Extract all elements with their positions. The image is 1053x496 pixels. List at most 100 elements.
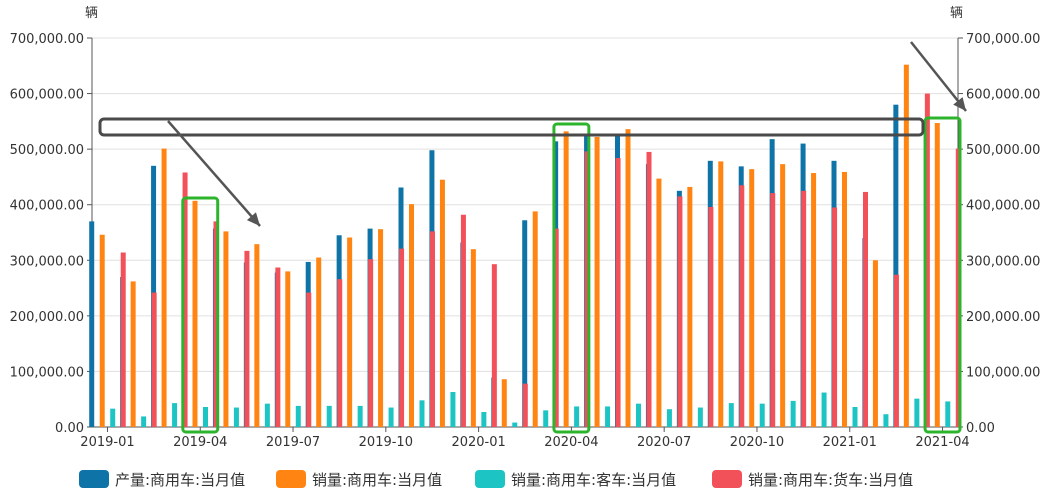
bar-2: [192, 200, 198, 427]
bar-4: [368, 259, 374, 427]
legend-label: 产量:商用车:当月值: [115, 470, 246, 489]
bar-2: [501, 379, 507, 427]
bar-2: [378, 229, 384, 427]
arrow-line: [910, 41, 967, 112]
bar-3: [295, 405, 301, 427]
left-unit-label: 辆: [85, 6, 98, 21]
bar-2: [470, 249, 476, 427]
bar-4: [615, 158, 621, 427]
bar-4: [182, 172, 188, 427]
legend-item[interactable]: 销量:商用车:当月值: [276, 466, 442, 492]
arrow-head: [246, 212, 260, 226]
bar-4: [213, 221, 219, 427]
bar-2: [780, 164, 786, 427]
bar-2: [934, 123, 940, 427]
bar-3: [574, 406, 580, 427]
bar-4: [306, 292, 312, 427]
bar-2: [903, 64, 909, 427]
highlight-box: [181, 196, 220, 434]
bar-2: [130, 281, 136, 427]
y-tick-label-left: 400,000.00: [10, 199, 84, 214]
bar-1: [522, 220, 528, 427]
bar-3: [388, 407, 394, 427]
highlight-box: [923, 116, 962, 434]
legend-swatch: [475, 470, 505, 488]
legend-item[interactable]: 销量:商用车:货车:当月值: [712, 466, 913, 492]
y-tick-label-left: 700,000.00: [10, 32, 84, 47]
bar-3: [790, 400, 796, 427]
threshold-box: [98, 117, 925, 137]
bar-2: [347, 237, 353, 427]
x-tick-label: 2019-10: [359, 435, 413, 450]
x-tick-label: 2021-01: [823, 435, 877, 450]
bar-4: [120, 252, 126, 427]
bar-2: [656, 178, 662, 427]
bar-3: [852, 406, 858, 427]
bar-1: [893, 104, 899, 427]
bar-3: [233, 407, 239, 427]
x-tick-label: 2019-04: [173, 435, 227, 450]
bar-2: [563, 131, 569, 428]
bar-4: [955, 148, 961, 427]
x-tick-label: 2021-04: [915, 435, 969, 450]
bar-3: [481, 411, 487, 427]
bar-3: [945, 401, 951, 427]
x-tick-label: 2020-04: [544, 435, 598, 450]
y-tick-label-right: 500,000.00: [966, 143, 1040, 158]
y-tick-label-left: 100,000.00: [10, 365, 84, 380]
legend-swatch: [276, 470, 306, 488]
bar-2: [594, 136, 600, 427]
bar-2: [718, 161, 724, 427]
bar-3: [883, 414, 889, 427]
y-tick-label-left: 200,000.00: [10, 310, 84, 325]
bar-3: [697, 407, 703, 427]
bar-3: [605, 406, 611, 427]
bar-3: [172, 403, 178, 427]
bar-2: [872, 260, 878, 427]
bar-2: [625, 129, 631, 427]
y-tick-label-right: 600,000.00: [966, 88, 1040, 103]
bar-4: [460, 214, 466, 427]
bar-2: [223, 231, 229, 427]
bar-4: [893, 274, 899, 427]
bar-chart: 0.00 0.00 100,000.00 100,000.00 200,000.00 20…: [10, 6, 1041, 450]
bars: [89, 64, 961, 428]
axes: 0.00 0.00 100,000.00 100,000.00 200,000.00 20…: [10, 32, 1041, 450]
legend-label: 销量:商用车:当月值: [312, 470, 443, 489]
bar-3: [759, 403, 765, 427]
y-tick-label-left: 500,000.00: [10, 143, 84, 158]
x-tick-label: 2020-01: [451, 435, 505, 450]
bar-2: [285, 271, 291, 427]
bar-4: [677, 196, 683, 427]
bar-4: [399, 248, 405, 427]
legend-item[interactable]: 销量:商用车:客车:当月值: [475, 466, 676, 492]
bar-3: [110, 408, 116, 427]
y-tick-label-left: 0.00: [55, 421, 84, 436]
x-tick-label: 2020-07: [637, 435, 691, 450]
bar-3: [914, 398, 920, 427]
x-tick-label: 2019-07: [266, 435, 320, 450]
bar-2: [316, 257, 322, 427]
bar-4: [491, 264, 497, 427]
bar-1: [89, 221, 95, 427]
bar-2: [749, 169, 755, 428]
legend-swatch: [79, 470, 109, 488]
bar-3: [728, 403, 734, 427]
bar-3: [141, 416, 147, 427]
bar-2: [842, 171, 847, 427]
bar-3: [203, 406, 208, 427]
bar-4: [244, 250, 250, 427]
bar-4: [832, 207, 838, 427]
right-unit-label: 辆: [950, 6, 963, 21]
bar-3: [419, 400, 425, 427]
y-tick-label-left: 600,000.00: [10, 88, 84, 103]
bar-4: [584, 151, 590, 427]
legend-item[interactable]: 产量:商用车:当月值: [79, 466, 245, 492]
x-tick-label: 2020-10: [730, 435, 784, 450]
y-tick-label-right: 0.00: [966, 421, 995, 436]
bar-3: [512, 422, 518, 427]
bar-3: [636, 403, 641, 427]
bar-4: [275, 267, 281, 427]
bar-3: [821, 392, 827, 427]
bar-3: [326, 405, 332, 427]
